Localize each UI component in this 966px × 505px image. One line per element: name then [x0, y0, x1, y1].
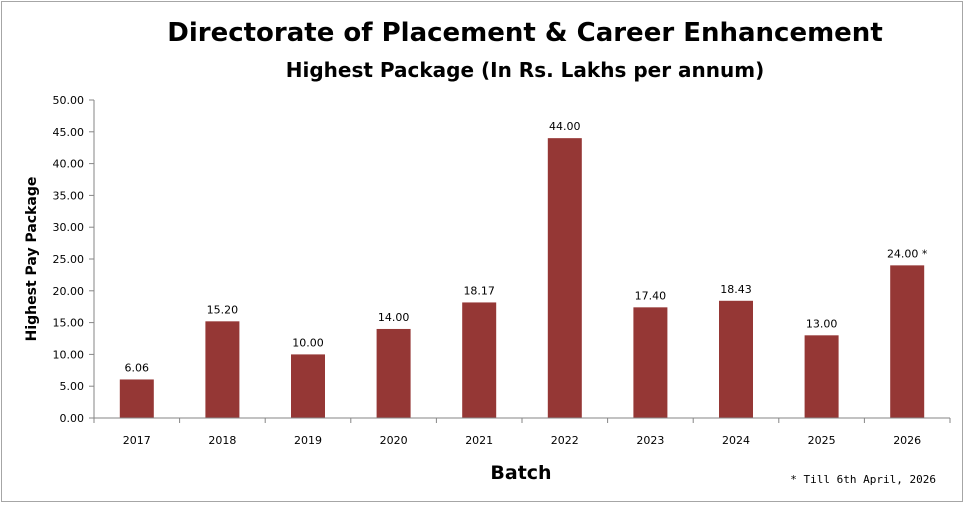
y-tick-label: 25.00 [53, 253, 85, 266]
bar-2022 [547, 138, 582, 418]
bar-2026 [890, 265, 925, 418]
x-tick-label-2025: 2025 [808, 434, 836, 447]
bar-2020 [376, 328, 411, 418]
bar-2024 [719, 300, 753, 418]
bars [119, 138, 925, 418]
y-tick-label: 35.00 [53, 189, 85, 202]
data-labels: 6.06 15.20 10.00 14.00 18.17 44.00 17.40 18.43 1… [125, 120, 928, 374]
bar-2017 [119, 379, 154, 418]
data-label-2021: 18.17 [463, 284, 495, 297]
data-label-2025: 13.00 [806, 317, 838, 330]
y-tick-label: 0.00 [60, 412, 85, 425]
bar-2019 [291, 354, 325, 418]
data-label-2019: 10.00 [292, 336, 324, 349]
bar-2018 [205, 321, 240, 418]
y-tick-label: 45.00 [53, 126, 85, 139]
y-axis-ticks: 0.00 5.00 10.00 15.00 20.00 25.00 30.00 35.00 40… [53, 94, 94, 425]
x-tick-label-2023: 2023 [636, 434, 664, 447]
y-tick-label: 50.00 [53, 94, 85, 107]
data-label-2026: 24.00 * [887, 247, 928, 260]
y-tick-label: 30.00 [53, 221, 85, 234]
chart-title: Directorate of Placement & Career Enhanc… [167, 18, 883, 48]
bar-2021 [462, 302, 497, 418]
x-tick-label-2020: 2020 [380, 434, 408, 447]
footnote: * Till 6th April, 2026 [790, 473, 936, 486]
data-label-2023: 17.40 [635, 289, 667, 302]
x-tick-label-2026: 2026 [893, 434, 921, 447]
data-label-2020: 14.00 [378, 311, 410, 324]
chart-subtitle: Highest Package (In Rs. Lakhs per annum) [285, 58, 765, 82]
data-label-2017: 6.06 [125, 361, 150, 374]
x-tick-label-2018: 2018 [208, 434, 236, 447]
x-tick-label-2021: 2021 [465, 434, 493, 447]
x-tick-label-2022: 2022 [551, 434, 579, 447]
data-label-2022: 44.00 [549, 120, 581, 133]
x-axis-ticks: 2017 2018 2019 2020 2021 2022 2023 2024 2025 2026 [93, 418, 951, 447]
x-tick-label-2017: 2017 [123, 434, 151, 447]
x-axis-title: Batch [490, 462, 551, 484]
y-tick-label: 20.00 [53, 285, 85, 298]
y-tick-label: 40.00 [53, 158, 85, 171]
y-tick-label: 15.00 [53, 317, 85, 330]
data-label-2024: 18.43 [720, 283, 752, 296]
y-tick-label: 10.00 [53, 348, 85, 361]
data-label-2018: 15.20 [207, 303, 239, 316]
x-tick-label-2019: 2019 [294, 434, 322, 447]
x-tick-label-2024: 2024 [722, 434, 750, 447]
bar-2025 [804, 335, 839, 418]
bar-2023 [633, 307, 668, 418]
y-tick-label: 5.00 [60, 380, 85, 393]
y-axis-title: Highest Pay Package [24, 177, 40, 342]
